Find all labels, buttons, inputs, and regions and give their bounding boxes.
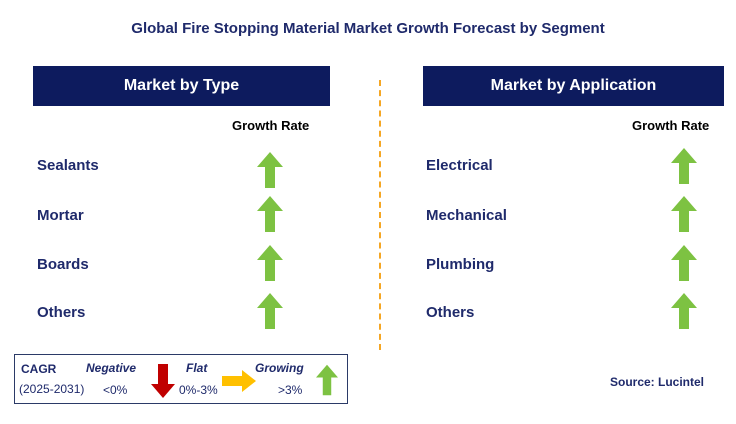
legend-flat-label: Flat	[186, 361, 208, 375]
type-growth-rate-label: Growth Rate	[232, 118, 310, 133]
growing-arrow-up-icon	[257, 245, 283, 281]
application-item-mechanical: Mechanical	[426, 207, 507, 224]
growing-arrow-up-icon	[671, 245, 697, 281]
type-item-mortar: Mortar	[37, 207, 84, 224]
source-note: Source: Lucintel	[610, 375, 705, 389]
growing-arrow-up-icon	[257, 152, 283, 188]
type-item-sealants: Sealants	[37, 157, 99, 174]
legend-negative-label: Negative	[86, 361, 137, 375]
legend-negative-range: <0%	[103, 383, 128, 397]
page-title: Global Fire Stopping Material Market Gro…	[131, 20, 605, 37]
legend-flat-range: 0%-3%	[179, 383, 218, 397]
application-item-plumbing: Plumbing	[426, 256, 495, 273]
growing-arrow-up-icon	[257, 293, 283, 329]
cagr-legend	[14, 354, 348, 404]
growing-arrow-up-icon	[671, 196, 697, 232]
growing-arrow-up-icon	[316, 364, 338, 396]
application-item-electrical: Electrical	[426, 157, 493, 174]
type-item-others: Others	[37, 304, 86, 321]
market-by-application-header: Market by Application	[423, 66, 724, 106]
panel-divider	[379, 80, 381, 350]
market-by-type-header: Market by Type	[33, 66, 330, 106]
legend-growing-label: Growing	[255, 361, 304, 375]
application-item-others: Others	[426, 304, 475, 321]
legend-period: (2025-2031)	[19, 382, 85, 396]
type-item-boards: Boards	[37, 256, 89, 273]
flat-arrow-right-icon	[222, 370, 256, 392]
growing-arrow-up-icon	[671, 148, 697, 184]
negative-arrow-down-icon	[151, 364, 175, 398]
legend-growing-range: >3%	[278, 383, 303, 397]
application-growth-rate-label: Growth Rate	[632, 118, 710, 133]
growing-arrow-up-icon	[257, 196, 283, 232]
legend-cagr-label: CAGR	[21, 362, 57, 376]
growing-arrow-up-icon	[671, 293, 697, 329]
